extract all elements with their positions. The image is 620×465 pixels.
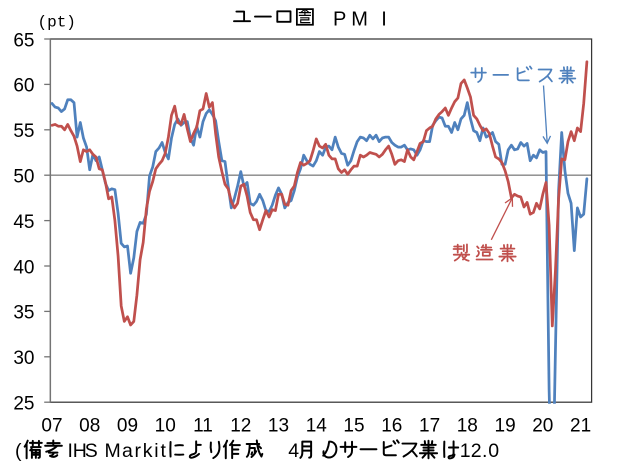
- svg-text:45: 45: [13, 212, 34, 233]
- svg-text:19: 19: [495, 415, 516, 436]
- svg-text:4: 4: [288, 440, 299, 462]
- svg-text:S: S: [85, 440, 98, 462]
- svg-text:I: I: [381, 8, 387, 30]
- svg-text:16: 16: [381, 415, 402, 436]
- svg-text:I: I: [68, 440, 73, 462]
- svg-text:.: .: [482, 440, 487, 462]
- svg-text:09: 09: [117, 415, 138, 436]
- svg-text:13: 13: [268, 415, 289, 436]
- svg-text:1: 1: [460, 440, 471, 462]
- svg-text:r: r: [135, 440, 142, 462]
- svg-text:i: i: [154, 440, 158, 462]
- svg-text:15: 15: [343, 415, 364, 436]
- svg-text:07: 07: [41, 415, 62, 436]
- svg-text:18: 18: [457, 415, 478, 436]
- svg-text:k: k: [143, 440, 153, 462]
- svg-text:08: 08: [79, 415, 100, 436]
- svg-text:17: 17: [419, 415, 440, 436]
- svg-text:40: 40: [13, 257, 34, 278]
- svg-text:50: 50: [13, 167, 34, 188]
- svg-text:10: 10: [155, 415, 176, 436]
- svg-text:11: 11: [193, 415, 213, 436]
- svg-text:20: 20: [532, 415, 553, 436]
- svg-text:a: a: [122, 440, 133, 462]
- svg-text:t: t: [161, 440, 167, 462]
- svg-text:M: M: [351, 8, 368, 30]
- svg-text:0: 0: [488, 440, 499, 462]
- svg-text:P: P: [333, 8, 346, 30]
- svg-text:12: 12: [230, 415, 251, 436]
- svg-text:55: 55: [13, 121, 34, 142]
- svg-text:(pt): (pt): [38, 14, 76, 32]
- svg-text:(: (: [15, 440, 22, 462]
- svg-text:60: 60: [13, 76, 34, 97]
- svg-text:35: 35: [13, 303, 34, 324]
- svg-text:2: 2: [471, 440, 482, 462]
- svg-text:25: 25: [13, 394, 34, 415]
- svg-text:14: 14: [306, 415, 328, 436]
- svg-text:M: M: [105, 440, 121, 462]
- svg-text:H: H: [73, 440, 87, 462]
- svg-text:21: 21: [570, 415, 591, 436]
- svg-text:30: 30: [13, 348, 34, 369]
- svg-text:65: 65: [13, 30, 34, 51]
